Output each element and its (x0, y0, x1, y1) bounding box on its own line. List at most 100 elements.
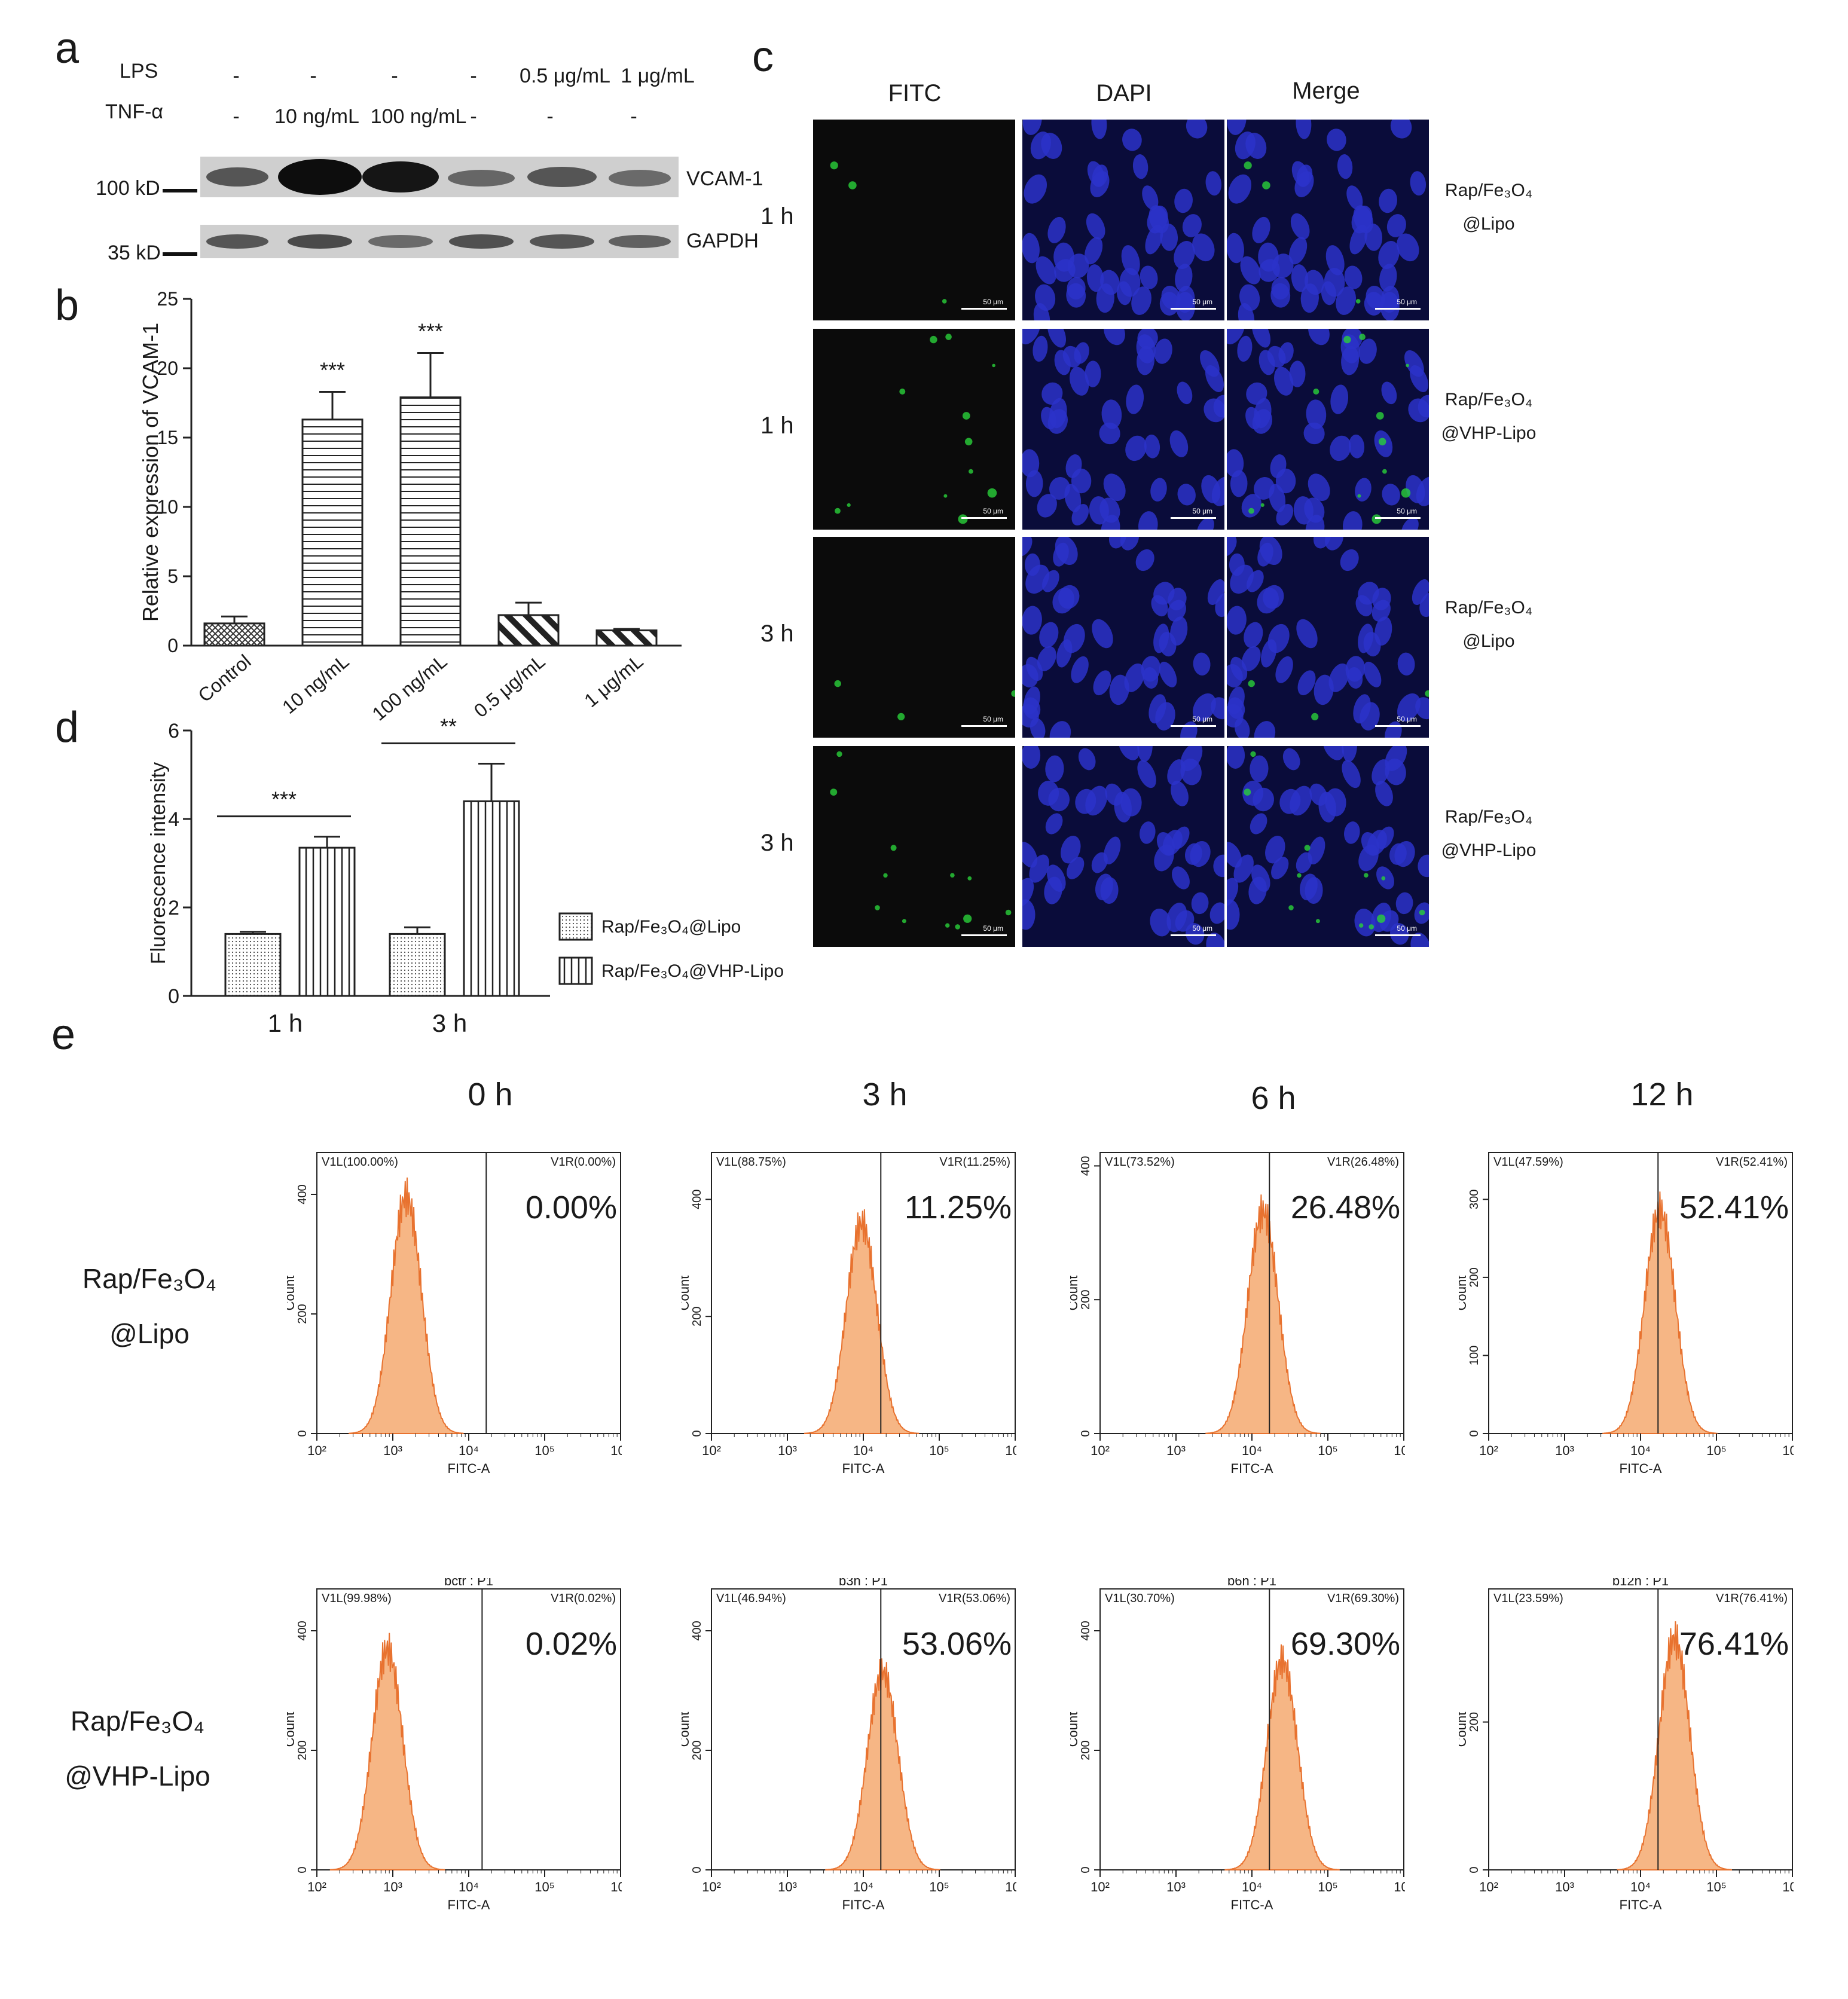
dapi-image: 50 μm (1022, 537, 1224, 738)
y-tick-label: 0 (1079, 1430, 1092, 1436)
y-tick-label: 100 (1468, 1346, 1481, 1365)
scale-bar (1375, 725, 1421, 727)
x-axis-label: FITC-A (1620, 1461, 1662, 1476)
lps-cell: 1 μg/mL (621, 65, 695, 87)
legend-label: Rap/Fe₃O₄@VHP-Lipo (601, 961, 784, 981)
marker-35kd: 35 kD (108, 242, 161, 264)
gate-left-label: V1L(88.75%) (716, 1156, 786, 1169)
marker-tick (163, 252, 197, 256)
gate-left-label: V1L(99.98%) (322, 1592, 392, 1605)
y-tick-label: 0 (296, 1866, 309, 1873)
row-group-label: @Lipo (1462, 214, 1515, 234)
col-header-merge: Merge (1292, 78, 1360, 104)
scale-bar (961, 725, 1007, 727)
gate-right-label: V1R(52.41%) (1716, 1156, 1788, 1169)
dapi-image: 50 μm (1022, 329, 1224, 530)
y-tick-label: 0 (168, 985, 179, 1008)
y-tick-label: 300 (1468, 1190, 1481, 1209)
x-tick-label: 10³ (1166, 1879, 1186, 1894)
x-tick-label: 10⁶ (1005, 1879, 1016, 1894)
histogram-title: b3h : P1 (839, 1578, 888, 1588)
fitc-image: 50 μm (813, 120, 1015, 320)
row-group-label: @Lipo (1462, 631, 1515, 651)
gate-percentage: 76.41% (1679, 1626, 1789, 1662)
row-label-lipo-line2: @Lipo (109, 1318, 190, 1349)
gate-left-label: V1L(73.52%) (1105, 1156, 1175, 1169)
bar (399, 396, 462, 647)
time-header: 12 h (1630, 1077, 1694, 1112)
x-tick-label: 10² (702, 1443, 721, 1458)
gate-right-label: V1R(0.02%) (551, 1592, 616, 1605)
y-axis-label: Count (1070, 1276, 1080, 1311)
gate-percentage: 11.25% (905, 1190, 1012, 1225)
x-tick-label: 10⁶ (1005, 1443, 1016, 1458)
y-axis-label: Fluorescence intensity (147, 762, 170, 964)
gate-right-label: V1R(53.06%) (939, 1592, 1010, 1605)
x-tick-label: 10⁴ (459, 1443, 479, 1458)
gate-percentage: 0.02% (526, 1626, 617, 1662)
y-tick-label: 0 (691, 1866, 704, 1873)
x-tick-label: 10⁶ (1782, 1443, 1794, 1458)
y-tick-label: 0 (691, 1430, 704, 1436)
x-tick-label: 10⁵ (1706, 1443, 1727, 1458)
x-axis-label: FITC-A (842, 1461, 885, 1476)
y-tick-label: 15 (157, 427, 178, 448)
legend-swatch (558, 956, 593, 985)
scale-bar-label: 50 μm (1192, 924, 1212, 933)
scale-bar-label: 50 μm (1397, 298, 1417, 306)
x-tick-label: 10³ (1555, 1443, 1574, 1458)
y-tick-label: 400 (296, 1621, 309, 1640)
lps-cell: - (470, 65, 477, 87)
y-tick-label: 400 (1079, 1621, 1092, 1640)
merge-image: 50 μm (1227, 746, 1429, 947)
plot-frame (316, 1152, 621, 1434)
y-tick-label: 10 (157, 496, 178, 518)
row-group-label: @VHP-Lipo (1441, 423, 1537, 443)
row-group-label: Rap/Fe₃O₄ (1444, 807, 1533, 827)
histogram-fill (1602, 1191, 1718, 1434)
gate-percentage: 69.30% (1291, 1626, 1400, 1662)
x-tick-label: 10³ (1166, 1443, 1186, 1458)
row-time-label: 3 h (760, 830, 794, 856)
merge-image: 50 μm (1227, 329, 1429, 530)
gate-percentage: 53.06% (902, 1626, 1012, 1662)
band-gapdh-label: GAPDH (686, 230, 759, 252)
scale-bar (1171, 308, 1216, 310)
significance-marker: ** (440, 714, 457, 739)
scale-bar-label: 50 μm (983, 298, 1003, 306)
y-tick-label: 0 (1079, 1866, 1092, 1873)
x-axis-label: FITC-A (1231, 1461, 1273, 1476)
gate-right-label: V1R(0.00%) (551, 1156, 616, 1169)
y-tick-label: 0 (296, 1430, 309, 1436)
x-tick-label: 10² (1479, 1879, 1498, 1894)
x-tick-label: 10⁶ (610, 1879, 622, 1894)
fitc-image: 50 μm (813, 537, 1015, 738)
tnf-cell: 100 ng/mL (370, 105, 467, 128)
fitc-image: 50 μm (813, 746, 1015, 947)
row-group-label: Rap/Fe₃O₄ (1444, 390, 1533, 409)
flow-histogram: b12h : P1 V1L(23.59%) V1R(76.41%) 76.41% 0 20… (1459, 1578, 1794, 1912)
flow-histogram: V1L(47.59%) V1R(52.41%) 52.41% 0 100 200 300 Co… (1459, 1152, 1794, 1476)
gapdh-blot (200, 225, 679, 258)
legend-swatch (558, 912, 593, 941)
x-tick-label: 10² (1091, 1879, 1110, 1894)
legend-label: Rap/Fe₃O₄@Lipo (601, 917, 741, 937)
x-tick-label: 10⁴ (459, 1879, 479, 1894)
significance-marker: *** (271, 787, 297, 812)
x-tick-label: 10⁴ (1242, 1879, 1262, 1894)
histogram-fill (1617, 1621, 1732, 1870)
x-tick-label: 10⁵ (534, 1443, 555, 1458)
scale-bar (1375, 308, 1421, 310)
tnf-cell: - (630, 105, 637, 128)
scale-bar (1171, 725, 1216, 727)
x-tick-label: 10⁴ (853, 1879, 873, 1894)
panel-letter-e: e (51, 1011, 76, 1059)
y-tick-label: 200 (1079, 1290, 1092, 1310)
plot-frame (1488, 1588, 1793, 1870)
x-tick-label: 10⁶ (1394, 1443, 1405, 1458)
row-label-lipo-line1: Rap/Fe₃O₄ (82, 1263, 217, 1294)
tnf-cell: - (233, 105, 240, 128)
col-header-dapi: DAPI (1096, 80, 1152, 106)
gate-percentage: 0.00% (526, 1190, 617, 1225)
scale-bar (961, 308, 1007, 310)
